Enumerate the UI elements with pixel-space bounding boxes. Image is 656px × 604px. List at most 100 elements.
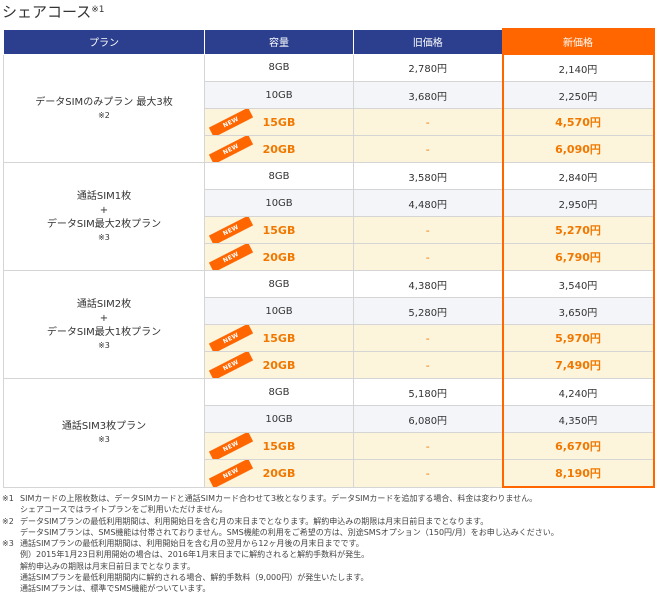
new-price-cell: 2,840円 [501,162,655,190]
old-price-cell: - [353,216,503,244]
new-price-cell: 2,250円 [501,81,655,109]
table-row: NEW 15GB -5,970円 [4,324,655,352]
footnote: ※3 通話SIMプランの最低利用期間は、利用開始日を含む月の翌月から12ヶ月後の月… [2,538,652,594]
plan-name-line: 通話SIM3枚プラン [61,421,147,433]
old-price-cell: 5,180円 [353,378,503,406]
new-badge: NEW [208,217,254,243]
capacity-value: 20GB [262,466,296,480]
plan-name-line: 通話SIM1枚 [76,191,132,202]
old-price-cell: 3,680円 [353,81,503,109]
footnote-line: 通話SIMプランは、標準でSMS機能がついています。 [20,584,211,594]
old-price-cell: 5,280円 [353,297,503,325]
new-price-cell: 6,090円 [501,135,655,163]
old-price-cell: - [353,135,503,163]
capacity-cell: 10GB [204,405,354,433]
new-badge: NEW [208,136,254,162]
capacity-value: 10GB [265,89,293,101]
header-plan: プラン [3,28,205,55]
table-row: 10GB 3,680円 2,250円 [4,81,655,109]
footnote: ※1 SIMカードの上限枚数は、データSIMカードと通話SIMカード合わせて3枚と… [2,493,652,516]
plan-name-line: データSIM最大2枚プラン [46,219,162,230]
page-title-text: シェアコース [2,3,92,21]
capacity-value: 8GB [268,386,290,398]
header-new-price: 新価格 [501,28,655,55]
new-price-cell: 6,790円 [501,243,655,271]
plan-note-mark: ※3 [98,341,110,350]
footnote-mark: ※1 [2,494,14,503]
old-price-cell: 3,580円 [353,162,503,190]
footnotes: ※1 SIMカードの上限枚数は、データSIMカードと通話SIMカード合わせて3枚と… [2,493,652,595]
plan-name-line: + [99,313,109,324]
plan-name-cell: データSIMのみプラン 最大3枚 ※2 [3,53,205,163]
table-row: NEW 15GB -5,270円 [4,216,655,244]
capacity-cell: NEW 20GB [204,135,354,163]
capacity-value: 10GB [265,305,293,317]
capacity-value: 15GB [262,223,296,237]
table-header-row: プラン 容量 旧価格 新価格 [3,28,655,55]
footnote-line: SIMカードの上限枚数は、データSIMカードと通話SIMカード合わせて3枚となり… [20,494,538,503]
capacity-value: 10GB [265,413,293,425]
title-note-mark: ※1 [91,5,105,15]
plan-name-cell: 通話SIM3枚プラン ※3 [3,378,205,488]
capacity-value: 20GB [262,358,296,372]
old-price-cell: - [353,351,503,379]
new-price-cell: 5,270円 [501,216,655,244]
old-price-cell: 6,080円 [353,405,503,433]
plan-name-line: データSIMのみプラン 最大3枚 [35,96,173,108]
plan-name-line: + [99,205,109,216]
capacity-cell: NEW 15GB [204,324,354,352]
new-price-cell: 3,540円 [501,270,655,298]
capacity-cell: NEW 20GB [204,351,354,379]
footnote-line: シェアコースではライトプランをご利用いただけません。 [20,505,228,515]
table-row: NEW 15GB -4,570円 [4,108,655,136]
capacity-cell: NEW 15GB [204,432,354,460]
capacity-cell: 10GB [204,297,354,325]
new-badge: NEW [208,325,254,351]
price-table: プラン 容量 旧価格 新価格 データSIMのみプラン 最大3枚 ※2 8GB 2,78… [3,28,655,488]
capacity-cell: 8GB [204,270,354,298]
new-price-cell: 4,570円 [501,108,655,136]
capacity-value: 8GB [268,62,290,74]
new-badge: NEW [208,460,254,487]
table-row: NEW 15GB -6,670円 [4,432,655,460]
capacity-cell: NEW 15GB [204,216,354,244]
footnote-line: 解約申込みの期限は月末日前日までとなります。 [20,561,195,571]
new-badge: NEW [208,109,254,135]
plan-name-line: 通話SIM2枚 [76,299,132,310]
table-row: 通話SIM2枚 + データSIM最大1枚プラン ※3 8GB 4,380円 3,540円 [3,270,655,379]
capacity-cell: NEW 15GB [204,108,354,136]
footnote-mark: ※2 [2,516,14,526]
footnote-line: データSIMプランの最低利用期間は、利用開始日を含む月の末日までとなります。解約… [20,516,489,526]
page-title: シェアコース※1 [2,2,105,22]
old-price-cell: - [353,108,503,136]
capacity-value: 15GB [262,439,296,453]
table-row: 通話SIM1枚 + データSIM最大2枚プラン ※3 8GB 3,580円 2,840円 [3,162,655,271]
old-price-cell: - [353,459,503,488]
new-price-cell: 4,350円 [501,405,655,433]
new-price-cell: 2,140円 [501,53,655,82]
table-row: 通話SIM3枚プラン ※3 8GB 5,180円 4,240円 [3,378,655,488]
capacity-value: 15GB [262,331,296,345]
footnote-mark: ※3 [2,539,14,549]
capacity-value: 8GB [268,278,290,290]
new-price-cell: 4,240円 [501,378,655,406]
capacity-cell: 8GB [204,53,354,82]
old-price-cell: - [353,243,503,271]
old-price-cell: - [353,432,503,460]
table-row: NEW 20GB -8,190円 [4,459,655,488]
new-price-cell: 3,650円 [501,297,655,325]
footnote-lines: 通話SIMプランの最低利用期間は、利用開始日を含む月の翌月から12ヶ月後の月末日… [20,538,652,594]
new-badge: NEW [208,433,254,459]
table-row: データSIMのみプラン 最大3枚 ※2 8GB 2,780円 2,140円 [3,53,655,163]
capacity-cell: 8GB [204,162,354,190]
table-row: NEW 20GB -6,090円 [4,135,655,163]
table-row: NEW 20GB -7,490円 [4,351,655,379]
new-price-cell: 6,670円 [501,432,655,460]
footnote-lines: SIMカードの上限枚数は、データSIMカードと通話SIMカード合わせて3枚となり… [20,493,652,516]
header-old-price: 旧価格 [353,28,503,55]
capacity-value: 20GB [262,142,296,156]
footnote-line: 例）2015年1月23日利用開始の場合は、2016年1月末日までに解約されると解… [20,550,370,560]
footnote-lines: データSIMプランの最低利用期間は、利用開始日を含む月の末日までとなります。解約… [20,516,652,539]
capacity-value: 8GB [268,170,290,182]
capacity-cell: 10GB [204,189,354,217]
